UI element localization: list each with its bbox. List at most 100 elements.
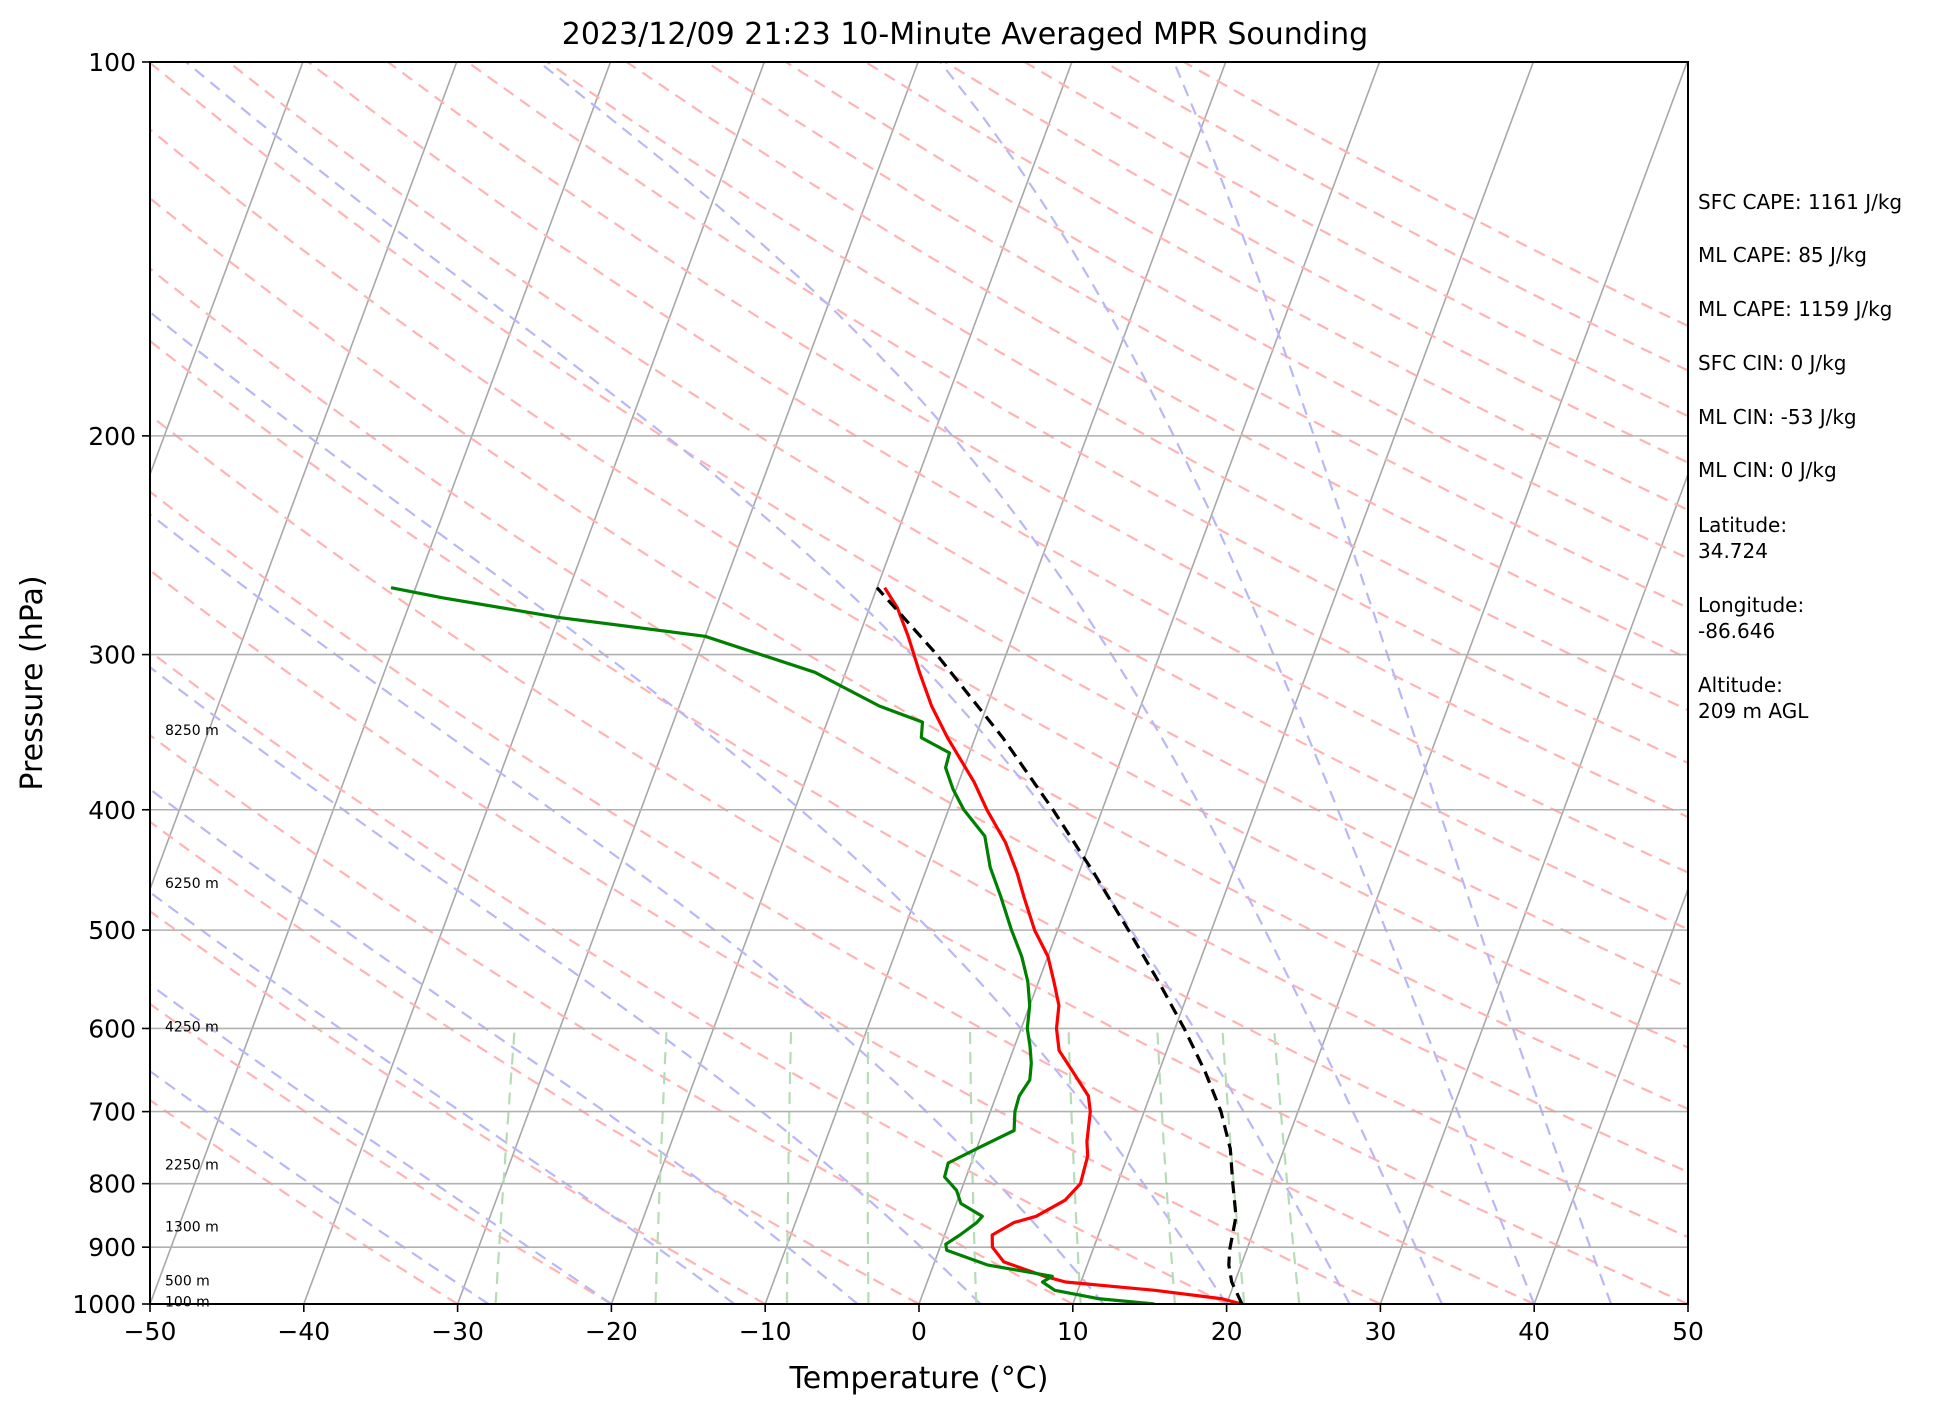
x-tick-label: 50 [1672,1317,1704,1346]
sfc-cin-text: SFC CIN: 0 J/kg [1698,351,1846,375]
latitude-label: Latitude: [1698,513,1787,537]
mixing-ratio-line [1221,1028,1246,1304]
ml-cin-text-2: ML CIN: 0 J/kg [1698,458,1837,482]
moist-adiabat [150,787,859,1304]
temperature-line [883,586,1243,1304]
y-tick-label: 500 [88,916,136,945]
isotherm [764,62,1227,1304]
height-labels: 8250 m 6250 m 4250 m 2250 m 1300 m 500 m 100 m [165,723,219,1310]
y-tick-label: 600 [88,1014,136,1043]
moist-adiabat [939,62,1536,1304]
isotherm [918,62,1381,1304]
isotherm [303,62,766,1304]
dry-adiabat [150,196,1688,1111]
isotherm [1379,472,1688,1304]
sounding-series [390,586,1244,1304]
dry-adiabat [150,339,1688,1239]
x-axis-ticks: −50 −40 −30 −20 −10 0 10 20 30 40 50 [124,1304,1704,1346]
isotherm [1072,62,1535,1304]
moist-adiabat [1172,62,1613,1304]
dry-adiabat [150,62,1688,989]
y-axis-ticks: 1000 900 800 700 600 500 400 300 200 100 [72,48,150,1319]
y-tick-label: 800 [88,1170,136,1199]
x-tick-label: 0 [911,1317,927,1346]
mixing-ratio-line [494,1028,516,1304]
isotherm [150,62,304,477]
y-tick-label: 700 [88,1098,136,1127]
info-panel: SFC CAPE: 1161 J/kg ML CAPE: 85 J/kg ML … [1698,190,1902,723]
dry-adiabat [150,490,1535,1304]
isotherm [150,62,458,892]
dry-adiabat [227,62,1688,931]
isotherm [610,62,1073,1304]
mixing-ratio-line [866,1028,870,1304]
mixing-ratio-line [785,1028,793,1304]
isotherm [456,62,919,1304]
x-tick-label: −40 [277,1317,330,1346]
height-label: 4250 m [165,1020,219,1036]
moist-adiabat [538,62,1443,1304]
ml-cape-text-2: ML CAPE: 1159 J/kg [1698,297,1892,321]
dry-adiabat [546,62,1688,712]
dry-adiabat [150,128,1688,1049]
y-tick-label: 100 [88,48,136,77]
x-tick-label: −50 [124,1317,177,1346]
dry-adiabat [150,820,920,1304]
dry-adiabat [150,733,1074,1304]
x-axis-label: Temperature (°C) [789,1361,1049,1396]
y-tick-label: 400 [88,796,136,825]
ml-cin-text: ML CIN: -53 J/kg [1698,405,1857,429]
pressure-gridlines [150,435,1688,1248]
latitude-value: 34.724 [1698,539,1768,563]
y-tick-label: 300 [88,641,136,670]
height-label: 1300 m [165,1219,219,1235]
dry-adiabat [307,62,1688,874]
x-tick-label: −20 [585,1317,638,1346]
isotherm [1225,62,1688,1304]
dry-adiabat [387,62,1688,819]
x-tick-label: 20 [1211,1317,1243,1346]
dry-adiabat [626,62,1688,660]
sfc-cape-text: SFC CAPE: 1161 J/kg [1698,190,1902,214]
x-tick-label: 10 [1057,1317,1089,1346]
moist-adiabat [150,665,982,1304]
height-label: 6250 m [165,876,219,892]
parcel-line [875,586,1244,1304]
chart-title: 2023/12/09 21:23 10-Minute Averaged MPR … [562,17,1368,52]
x-tick-label: −30 [431,1317,484,1346]
dry-adiabat [150,909,766,1304]
moist-adiabat [150,890,736,1304]
y-tick-label: 1000 [72,1290,136,1319]
longitude-value: -86.646 [1698,619,1775,643]
dry-adiabat [150,568,1381,1304]
dry-adiabat [150,650,1228,1304]
dry-adiabat [785,62,1688,560]
altitude-value: 209 m AGL [1698,699,1809,723]
mixing-ratio-line [654,1028,668,1304]
x-tick-label: 30 [1364,1317,1396,1346]
isotherm [150,62,612,1304]
height-label: 100 m [165,1294,210,1310]
dry-adiabat [150,1002,612,1304]
background-reference-lines [150,62,1688,1304]
height-label: 2250 m [165,1157,219,1173]
dry-adiabat [150,413,1688,1304]
dry-adiabat [150,267,1688,1174]
height-label: 500 m [165,1273,210,1289]
altitude-label: Altitude: [1698,673,1783,697]
dewpoint-line [390,586,1155,1304]
x-tick-label: −10 [739,1317,792,1346]
mixing-ratio-line [968,1028,978,1304]
y-axis-label: Pressure (hPa) [15,575,50,790]
moist-adiabat [150,310,1228,1304]
x-tick-label: 40 [1518,1317,1550,1346]
ml-cape-text: ML CAPE: 85 J/kg [1698,243,1867,267]
y-tick-label: 900 [88,1233,136,1262]
y-tick-label: 200 [88,422,136,451]
dry-adiabat [150,1098,459,1304]
longitude-label: Longitude: [1698,593,1804,617]
height-label: 8250 m [165,723,219,739]
moist-adiabat [185,62,1351,1304]
isotherm [1533,886,1688,1304]
